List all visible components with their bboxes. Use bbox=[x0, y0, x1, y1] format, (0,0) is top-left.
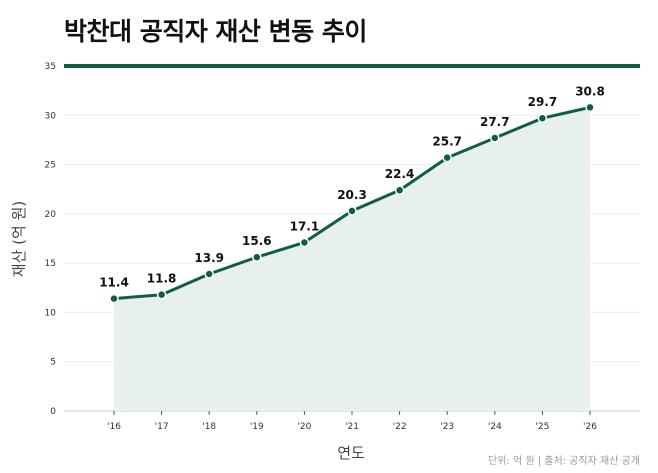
data-label: 13.9 bbox=[194, 251, 224, 265]
x-tick-label: '21 bbox=[345, 422, 359, 432]
x-tick-label: '26 bbox=[583, 422, 597, 432]
data-point bbox=[394, 185, 405, 195]
x-tick-label: '20 bbox=[297, 422, 311, 432]
header-rule bbox=[64, 64, 640, 68]
y-tick-label: 10 bbox=[45, 308, 57, 318]
points-layer bbox=[109, 102, 595, 304]
x-tick-label: '24 bbox=[488, 422, 502, 432]
x-axis-title: 연도 bbox=[337, 444, 365, 462]
y-tick-labels: 0 5 10 15 20 25 30 35 bbox=[45, 62, 57, 417]
data-point bbox=[490, 133, 500, 143]
data-label: 27.7 bbox=[480, 115, 510, 129]
data-point bbox=[537, 113, 548, 123]
data-label: 20.3 bbox=[337, 188, 367, 202]
y-tick-label: 0 bbox=[50, 407, 56, 417]
data-point bbox=[156, 289, 167, 300]
x-tick-label: '23 bbox=[440, 422, 454, 432]
y-tick-label: 30 bbox=[45, 111, 57, 121]
series-area bbox=[114, 107, 590, 412]
data-point bbox=[299, 237, 310, 248]
x-tick-labels: '16 '17 '18 '19 '20 '21 '22 '23 '24 '25 '26 bbox=[107, 411, 597, 432]
data-label: 29.7 bbox=[528, 95, 558, 109]
y-tick-label: 20 bbox=[45, 210, 57, 220]
x-tick-label: '17 bbox=[155, 422, 169, 432]
data-label: 22.4 bbox=[385, 167, 415, 181]
data-point bbox=[204, 269, 214, 279]
data-label: 30.8 bbox=[575, 84, 605, 98]
data-point bbox=[109, 293, 119, 304]
y-tick-label: 35 bbox=[45, 62, 56, 72]
data-point bbox=[252, 252, 262, 262]
chart-title: 박찬대 공직자 재산 변동 추이 bbox=[64, 17, 367, 46]
x-tick-label: '22 bbox=[393, 422, 407, 432]
y-tick-label: 15 bbox=[45, 259, 56, 269]
y-tick-label: 25 bbox=[45, 161, 56, 171]
data-label: 15.6 bbox=[242, 234, 272, 248]
data-point bbox=[347, 206, 357, 216]
source-note: 단위: 억 원 | 출처: 공직자 재산 공개 bbox=[488, 456, 640, 467]
data-point bbox=[585, 102, 595, 113]
x-tick-label: '19 bbox=[250, 422, 264, 432]
x-tick-label: '18 bbox=[202, 422, 216, 432]
data-point bbox=[442, 152, 452, 163]
data-label: 17.1 bbox=[290, 219, 320, 233]
data-label: 11.4 bbox=[99, 276, 129, 290]
labels-layer: 11.4 11.8 13.9 15.6 17.1 20.3 22.4 25.7 27.7 29.7… bbox=[99, 84, 605, 289]
x-tick-label: '25 bbox=[535, 422, 549, 432]
y-tick-label: 5 bbox=[50, 358, 56, 368]
y-axis-title: 재산 (억 원) bbox=[10, 201, 28, 277]
data-label: 25.7 bbox=[432, 135, 462, 149]
data-label: 11.8 bbox=[147, 272, 177, 286]
x-tick-label: '16 bbox=[107, 422, 121, 432]
